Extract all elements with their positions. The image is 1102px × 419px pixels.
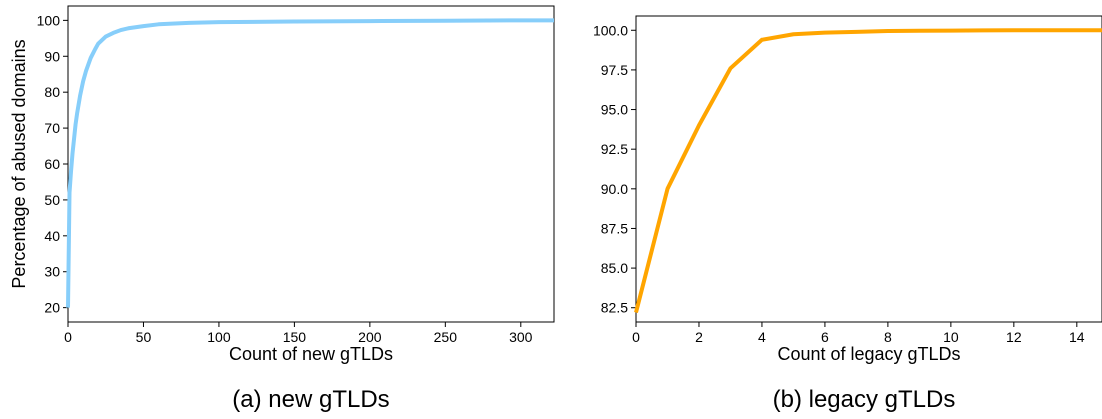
y-tick-label: 92.5: [601, 141, 628, 157]
x-tick-label: 8: [884, 329, 892, 345]
x-tick-label: 50: [136, 329, 152, 345]
x-tick-label: 10: [943, 329, 959, 345]
chart-legacy-gtlds: 0 2 4 6 8 10 12 14 82.5 85.0 87.5 90.0 92.5 95.0 97.5 1…: [593, 15, 1102, 413]
x-tick-label: 200: [358, 329, 382, 345]
series-line: [66, 18, 554, 308]
y-tick-label: 95.0: [601, 102, 628, 118]
x-tick-label: 100: [207, 329, 231, 345]
y-tick-label: 60: [44, 156, 60, 172]
y-tick-label: 82.5: [601, 300, 628, 316]
x-axis-label: Count of new gTLDs: [229, 344, 393, 364]
x-tick-label: 12: [1006, 329, 1022, 345]
x-tick-label: 6: [821, 329, 829, 345]
y-tick-label: 20: [44, 300, 60, 316]
x-axis-label: Count of legacy gTLDs: [777, 344, 960, 364]
y-tick-label: 80: [44, 84, 60, 100]
y-tick-label: 50: [44, 192, 60, 208]
y-tick-label: 70: [44, 120, 60, 136]
plot-frame: [635, 15, 1102, 323]
y-tick-label: 30: [44, 264, 60, 280]
chart-caption: (b) legacy gTLDs: [773, 386, 956, 413]
x-tick-label: 0: [632, 329, 640, 345]
y-tick-label: 87.5: [601, 220, 628, 236]
plot-frame: [67, 5, 555, 323]
x-tick-label: 0: [64, 329, 72, 345]
x-tick-label: 300: [509, 329, 533, 345]
x-tick-label: 14: [1069, 329, 1085, 345]
x-tick-label: 2: [695, 329, 703, 345]
y-tick-label: 90.0: [601, 181, 628, 197]
y-tick-label: 97.5: [601, 62, 628, 78]
x-tick-label: 150: [283, 329, 307, 345]
y-tick-label: 85.0: [601, 260, 628, 276]
y-tick-label: 100.0: [593, 22, 628, 38]
chart-caption: (a) new gTLDs: [232, 386, 389, 413]
chart-new-gtlds: 0 50 100 150 200 250 3002030405060708090100Cou…: [9, 5, 555, 413]
y-axis-label: Percentage of abused domains: [9, 39, 29, 288]
y-tick-label: 40: [44, 228, 60, 244]
series-line: [634, 28, 1102, 313]
x-tick-label: 4: [758, 329, 766, 345]
y-tick-label: 90: [44, 48, 60, 64]
x-tick-label: 250: [434, 329, 458, 345]
y-tick-label: 100: [37, 12, 61, 28]
